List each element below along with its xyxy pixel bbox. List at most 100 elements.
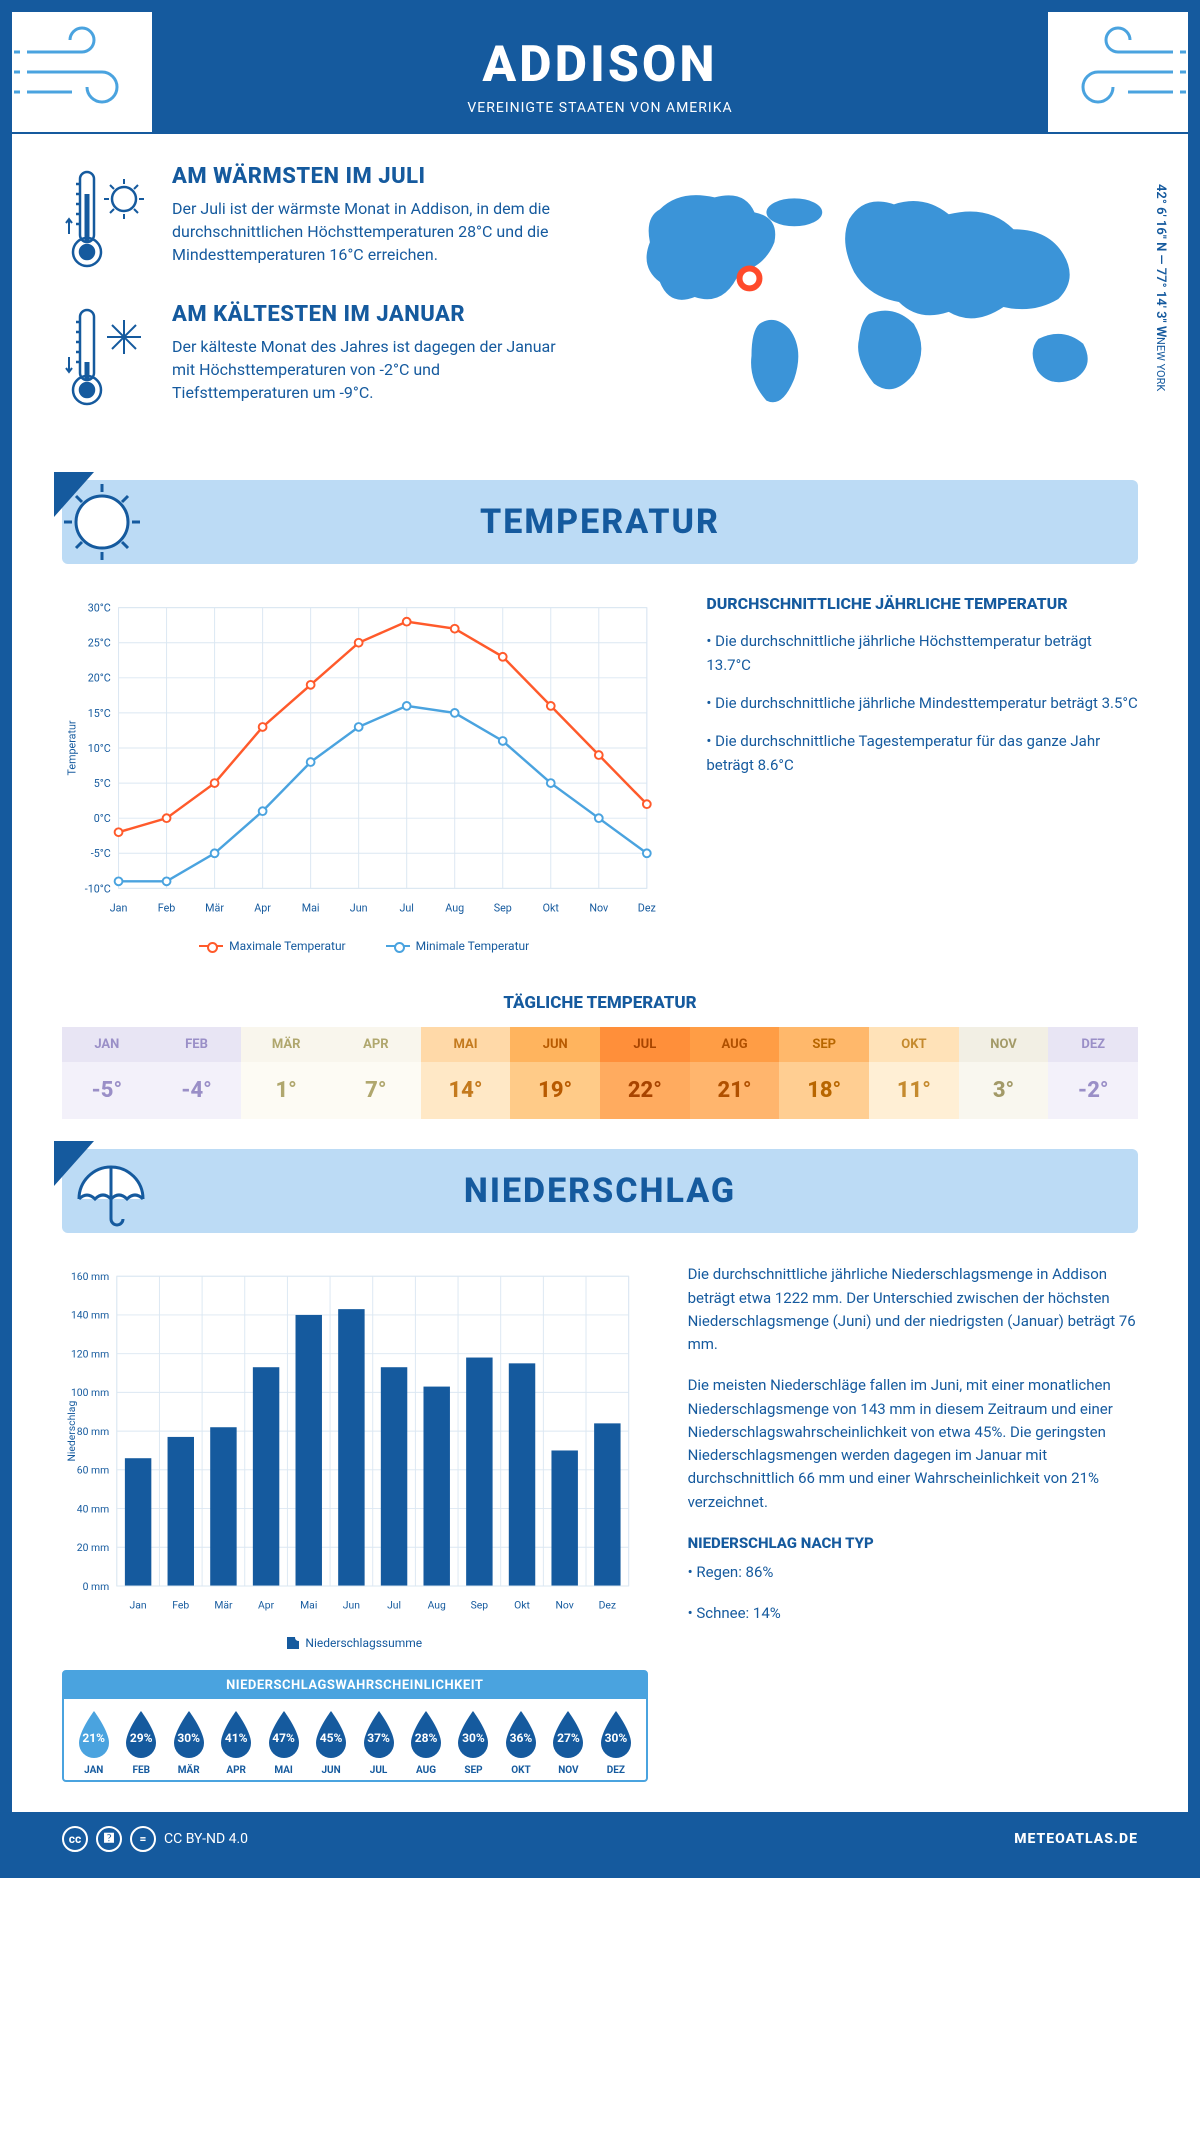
precipitation-banner: NIEDERSCHLAG — [62, 1149, 1138, 1233]
coordinates: 42° 6' 16" N — 77° 14' 3" WNEW YORK — [1153, 184, 1168, 392]
nd-icon: = — [130, 1826, 156, 1852]
daily-cell: JUL 22° — [600, 1027, 690, 1119]
svg-text:60 mm: 60 mm — [77, 1464, 109, 1477]
svg-text:Mär: Mär — [214, 1599, 233, 1612]
probability-cell: 27% NOV — [545, 1709, 592, 1776]
wind-icon — [1048, 12, 1188, 132]
svg-text:Okt: Okt — [543, 902, 560, 915]
precip-legend: Niederschlagssumme — [305, 1636, 422, 1650]
svg-text:Feb: Feb — [158, 902, 176, 915]
svg-text:-10°C: -10°C — [85, 882, 111, 895]
svg-text:30°C: 30°C — [88, 602, 111, 615]
raindrop-icon: 30% — [168, 1709, 210, 1761]
daily-cell: JUN 19° — [510, 1027, 600, 1119]
raindrop-icon: 36% — [500, 1709, 542, 1761]
coldest-fact: AM KÄLTESTEN IM JANUAR Der kälteste Mona… — [62, 302, 580, 412]
probability-box: NIEDERSCHLAGSWAHRSCHEINLICHKEIT 21% JAN … — [62, 1670, 648, 1782]
probability-cell: 21% JAN — [70, 1709, 117, 1776]
svg-text:25°C: 25°C — [88, 637, 111, 650]
probability-title: NIEDERSCHLAGSWAHRSCHEINLICHKEIT — [64, 1672, 646, 1699]
svg-text:40 mm: 40 mm — [77, 1503, 109, 1516]
daily-cell: MAI 14° — [421, 1027, 511, 1119]
probability-cell: 47% MAI — [260, 1709, 307, 1776]
svg-text:Nov: Nov — [556, 1599, 574, 1612]
precip-p1: Die durchschnittliche jährliche Niedersc… — [688, 1263, 1138, 1356]
svg-text:Apr: Apr — [258, 1599, 275, 1612]
svg-text:Dez: Dez — [638, 902, 656, 915]
by-icon: 🯄 — [96, 1826, 122, 1852]
svg-text:Aug: Aug — [445, 902, 464, 915]
header: ADDISON VEREINIGTE STAATEN VON AMERIKA — [12, 12, 1188, 134]
svg-text:Jul: Jul — [387, 1599, 401, 1612]
daily-cell: JAN -5° — [62, 1027, 152, 1119]
raindrop-icon: 47% — [263, 1709, 305, 1761]
svg-text:80 mm: 80 mm — [77, 1425, 109, 1438]
raindrop-icon: 45% — [310, 1709, 352, 1761]
probability-cell: 37% JUL — [355, 1709, 402, 1776]
probability-cell: 36% OKT — [497, 1709, 544, 1776]
temp-info-title: DURCHSCHNITTLICHE JÄHRLICHE TEMPERATUR — [706, 594, 1138, 613]
raindrop-icon: 30% — [452, 1709, 494, 1761]
thermometer-sun-icon — [62, 164, 152, 274]
svg-text:Dez: Dez — [599, 1599, 616, 1612]
probability-cell: 29% FEB — [117, 1709, 164, 1776]
precip-type-2: • Schnee: 14% — [688, 1602, 1138, 1625]
warmest-title: AM WÄRMSTEN IM JULI — [172, 164, 580, 189]
daily-cell: NOV 3° — [959, 1027, 1049, 1119]
location-marker — [740, 268, 760, 288]
svg-text:5°C: 5°C — [94, 777, 111, 790]
warmest-text: Der Juli ist der wärmste Monat in Addiso… — [172, 197, 580, 267]
precip-p2: Die meisten Niederschläge fallen im Juni… — [688, 1374, 1138, 1514]
svg-text:Niederschlag: Niederschlag — [65, 1401, 78, 1462]
raindrop-icon: 41% — [215, 1709, 257, 1761]
svg-text:Sep: Sep — [494, 902, 512, 915]
raindrop-icon: 21% — [73, 1709, 115, 1761]
svg-text:Nov: Nov — [589, 902, 608, 915]
probability-cell: 30% SEP — [450, 1709, 497, 1776]
svg-text:Mai: Mai — [300, 1599, 317, 1612]
svg-text:15°C: 15°C — [88, 707, 111, 720]
cc-icon: cc — [62, 1826, 88, 1852]
svg-text:Sep: Sep — [471, 1599, 489, 1612]
svg-text:160 mm: 160 mm — [71, 1270, 109, 1283]
raindrop-icon: 37% — [358, 1709, 400, 1761]
temp-info-b2: • Die durchschnittliche jährliche Mindes… — [706, 691, 1138, 715]
svg-text:Jun: Jun — [343, 1599, 360, 1612]
country-subtitle: VEREINIGTE STAATEN VON AMERIKA — [12, 100, 1188, 116]
raindrop-icon: 27% — [547, 1709, 589, 1761]
temp-info-b1: • Die durchschnittliche jährliche Höchst… — [706, 629, 1138, 677]
site-name: METEOATLAS.DE — [1014, 1831, 1138, 1847]
temperature-title: TEMPERATUR — [62, 502, 1138, 542]
legend-max: Maximale Temperatur — [229, 939, 345, 953]
legend-min: Minimale Temperatur — [416, 939, 530, 953]
coldest-text: Der kälteste Monat des Jahres ist dagege… — [172, 335, 580, 405]
precipitation-title: NIEDERSCHLAG — [62, 1171, 1138, 1211]
daily-cell: FEB -4° — [152, 1027, 242, 1119]
coldest-title: AM KÄLTESTEN IM JANUAR — [172, 302, 580, 327]
daily-cell: MÄR 1° — [241, 1027, 331, 1119]
daily-cell: DEZ -2° — [1048, 1027, 1138, 1119]
warmest-fact: AM WÄRMSTEN IM JULI Der Juli ist der wär… — [62, 164, 580, 274]
precip-type-1: • Regen: 86% — [688, 1561, 1138, 1584]
svg-text:100 mm: 100 mm — [71, 1387, 109, 1400]
svg-text:20°C: 20°C — [88, 672, 111, 685]
wind-icon — [12, 12, 152, 132]
precip-type-title: NIEDERSCHLAG NACH TYP — [688, 1532, 1138, 1555]
city-title: ADDISON — [12, 36, 1188, 94]
probability-cell: 45% JUN — [307, 1709, 354, 1776]
svg-text:0°C: 0°C — [94, 812, 111, 825]
svg-text:-5°C: -5°C — [91, 847, 111, 860]
svg-text:Aug: Aug — [428, 1599, 446, 1612]
raindrop-icon: 29% — [120, 1709, 162, 1761]
raindrop-icon: 28% — [405, 1709, 447, 1761]
svg-text:Jan: Jan — [110, 902, 128, 915]
raindrop-icon: 30% — [595, 1709, 637, 1761]
daily-cell: SEP 18° — [779, 1027, 869, 1119]
svg-text:Jul: Jul — [399, 902, 413, 915]
probability-cell: 30% DEZ — [592, 1709, 639, 1776]
svg-text:20 mm: 20 mm — [77, 1541, 109, 1554]
precipitation-bar-chart: 0 mm20 mm40 mm60 mm80 mm100 mm120 mm140 … — [62, 1263, 648, 1622]
svg-text:0 mm: 0 mm — [83, 1580, 110, 1593]
footer: cc 🯄 = CC BY-ND 4.0 METEOATLAS.DE — [12, 1812, 1188, 1866]
probability-cell: 41% APR — [212, 1709, 259, 1776]
